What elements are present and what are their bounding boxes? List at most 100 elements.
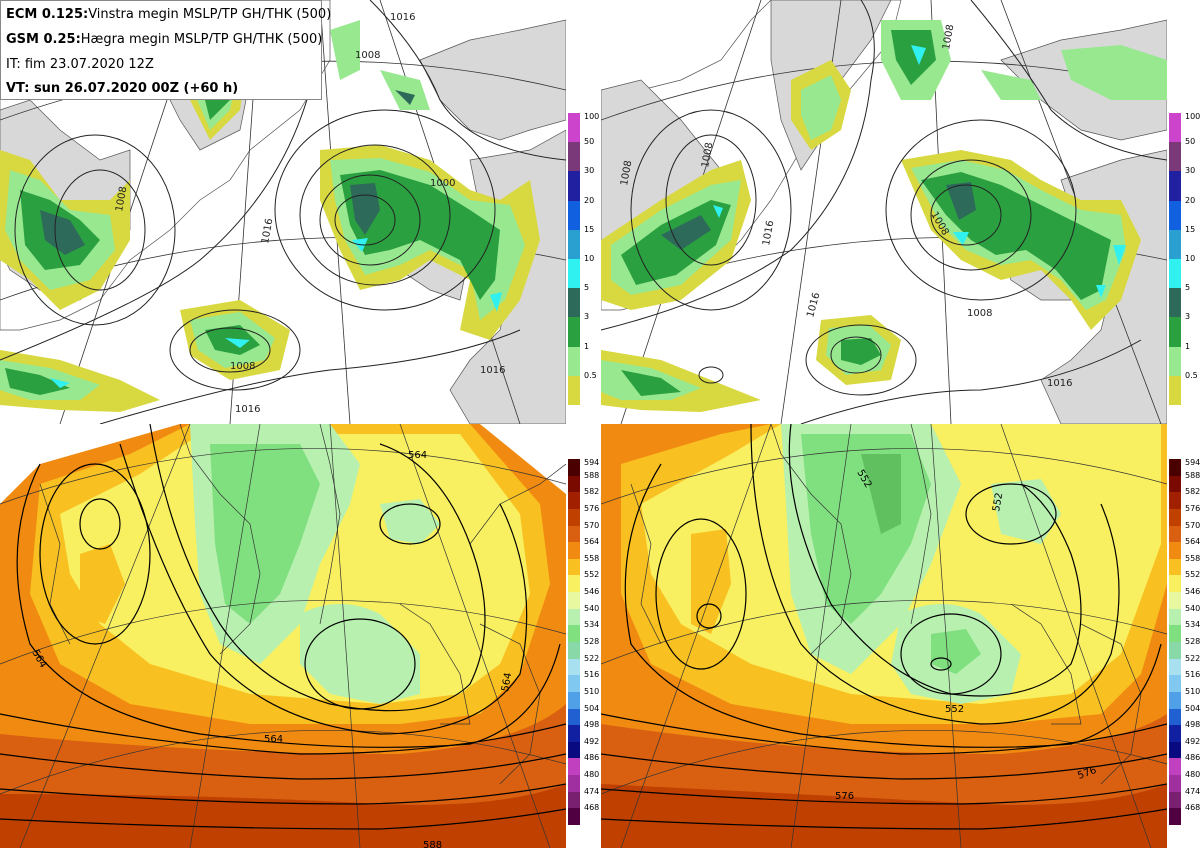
legend-color-swatch	[568, 758, 580, 776]
legend-color-swatch	[1169, 346, 1181, 377]
valid-time: VT: sun 26.07.2020 00Z (+60 h)	[6, 81, 239, 96]
legend-color-swatch	[1169, 525, 1181, 543]
isobar-label: 1008	[355, 50, 380, 61]
legend-label: 492	[1185, 736, 1200, 746]
legend-label: 10	[584, 254, 595, 263]
legend-label: 570	[1185, 520, 1200, 530]
legend-color-swatch	[568, 475, 580, 493]
legend-color-swatch	[1169, 575, 1181, 593]
legend-label: 498	[584, 720, 600, 730]
legend-label: 582	[1185, 487, 1200, 497]
legend-label: 15	[1185, 224, 1196, 234]
legend-label: 516	[1185, 670, 1200, 680]
legend-color-swatch	[1169, 229, 1181, 260]
legend-color-swatch	[1169, 741, 1181, 759]
legend-color-swatch	[568, 658, 580, 676]
legend-color-swatch	[1169, 592, 1181, 610]
legend-label: 576	[584, 503, 600, 513]
isobar-label: 1008	[941, 24, 956, 51]
legend-color-swatch	[1169, 375, 1181, 406]
contour-label: 564	[264, 734, 283, 745]
legend-label: 480	[1185, 770, 1200, 780]
precip-legend-right: 100 50 30 20 15 10 5 3 1 0.5	[1169, 112, 1200, 406]
legend-label: 588	[1185, 470, 1200, 480]
gsm-mslp-map-svg: 1008 1008 1016 1016 1008 1016 1008 1008	[601, 0, 1167, 424]
isobar-label: 1008	[619, 160, 634, 187]
isobar-label: 1016	[235, 404, 260, 415]
legend-color-swatch	[568, 142, 580, 172]
legend-label: 564	[584, 537, 600, 547]
legend-color-swatch	[568, 675, 580, 693]
gsm-mslp-precip-map: 1008 1008 1016 1016 1008 1016 1008 1008	[601, 0, 1167, 424]
legend-color-swatch	[1169, 625, 1181, 643]
legend-color-swatch	[1169, 558, 1181, 576]
legend-color-swatch	[568, 113, 580, 143]
isobar-label: 1008	[230, 361, 255, 372]
legend-label: 540	[584, 603, 600, 613]
thickness-legend-right: 594 588 582 576 570 564 558 552 546 540 534 528 522 5…	[1169, 459, 1200, 826]
legend-label: 474	[1185, 786, 1200, 796]
legend-color-swatch	[1169, 775, 1181, 793]
legend-label: 522	[584, 653, 600, 663]
legend-color-swatch	[568, 375, 580, 406]
ecm-gh-thk-map: 564 564 564 564 588	[0, 424, 566, 848]
legend-label: 522	[1185, 653, 1200, 663]
gh-contours	[0, 424, 566, 830]
legend-color-swatch	[1169, 288, 1181, 318]
legend-label: 510	[1185, 686, 1200, 696]
gsm-model-description: Hægra megin MSLP/TP GH/THK (500)	[80, 32, 323, 47]
legend-color-swatch	[1169, 691, 1181, 710]
legend-color-swatch	[1169, 492, 1181, 510]
coastlines	[630, 424, 1142, 785]
legend-label: 534	[1185, 620, 1200, 630]
legend-color-swatch	[568, 346, 580, 377]
legend-color-swatch	[568, 492, 580, 510]
legend-label: 0.5	[1185, 370, 1198, 380]
isobar-label: 1008	[967, 308, 992, 319]
gsm-info-row: GSM 0.25:Hægra megin MSLP/TP GH/THK (500…	[6, 32, 322, 47]
isobar-label: 1008	[700, 142, 715, 169]
legend-label: 100	[1185, 112, 1200, 121]
contour-label: 588	[423, 840, 442, 848]
legend-label: 50	[1185, 137, 1196, 147]
legend-label: 474	[584, 786, 600, 796]
legend-label: 30	[584, 166, 595, 176]
legend-label: 480	[584, 770, 600, 780]
isobar-label: 1016	[761, 220, 776, 247]
legend-label: 0.5	[584, 370, 597, 380]
thickness-legend-left: 594 588 582 576 570 564 558 552 546 540 534 528 522 5…	[568, 459, 600, 826]
legend-color-swatch	[1169, 459, 1181, 477]
contour-label: 552	[945, 704, 964, 715]
isobars	[601, 0, 1167, 424]
legend-color-swatch	[1169, 758, 1181, 776]
legend-label: 1	[1185, 341, 1191, 351]
ecm-info-row: ECM 0.125:Vinstra megin MSLP/TP GH/THK (…	[6, 7, 331, 22]
legend-label: 504	[1185, 703, 1200, 713]
isobar-label: 1016	[260, 218, 275, 245]
contour-label: 564	[408, 450, 427, 461]
legend-color-swatch	[568, 171, 580, 202]
legend-label: 534	[584, 620, 600, 630]
legend-color-swatch	[568, 459, 580, 477]
legend-color-swatch	[568, 575, 580, 593]
legend-label: 20	[584, 195, 595, 205]
legend-color-swatch	[568, 542, 580, 560]
isobar-label: 1016	[480, 365, 505, 376]
legend-label: 50	[584, 137, 595, 147]
precip-legend-left: 100 50 30 20 15 10 5 3 1 0.5	[568, 113, 599, 406]
legend-label: 510	[584, 686, 600, 696]
legend-color-swatch	[568, 808, 580, 826]
contour-label: 564	[500, 672, 514, 693]
legend-label: 5	[584, 283, 590, 293]
legend-label: 552	[1185, 570, 1200, 580]
legend-color-swatch	[568, 508, 580, 527]
legend-color-swatch	[1169, 113, 1181, 143]
legend-label: 546	[584, 587, 600, 597]
legend-color-swatch	[568, 259, 580, 289]
legend-color-swatch	[568, 525, 580, 543]
legend-label: 486	[1185, 753, 1200, 763]
ecm-model-description: Vinstra megin MSLP/TP GH/THK (500)	[88, 7, 332, 22]
isobar-label: 1000	[430, 178, 455, 189]
legend-color-swatch	[1169, 142, 1181, 172]
legend-color-swatch	[1169, 658, 1181, 676]
